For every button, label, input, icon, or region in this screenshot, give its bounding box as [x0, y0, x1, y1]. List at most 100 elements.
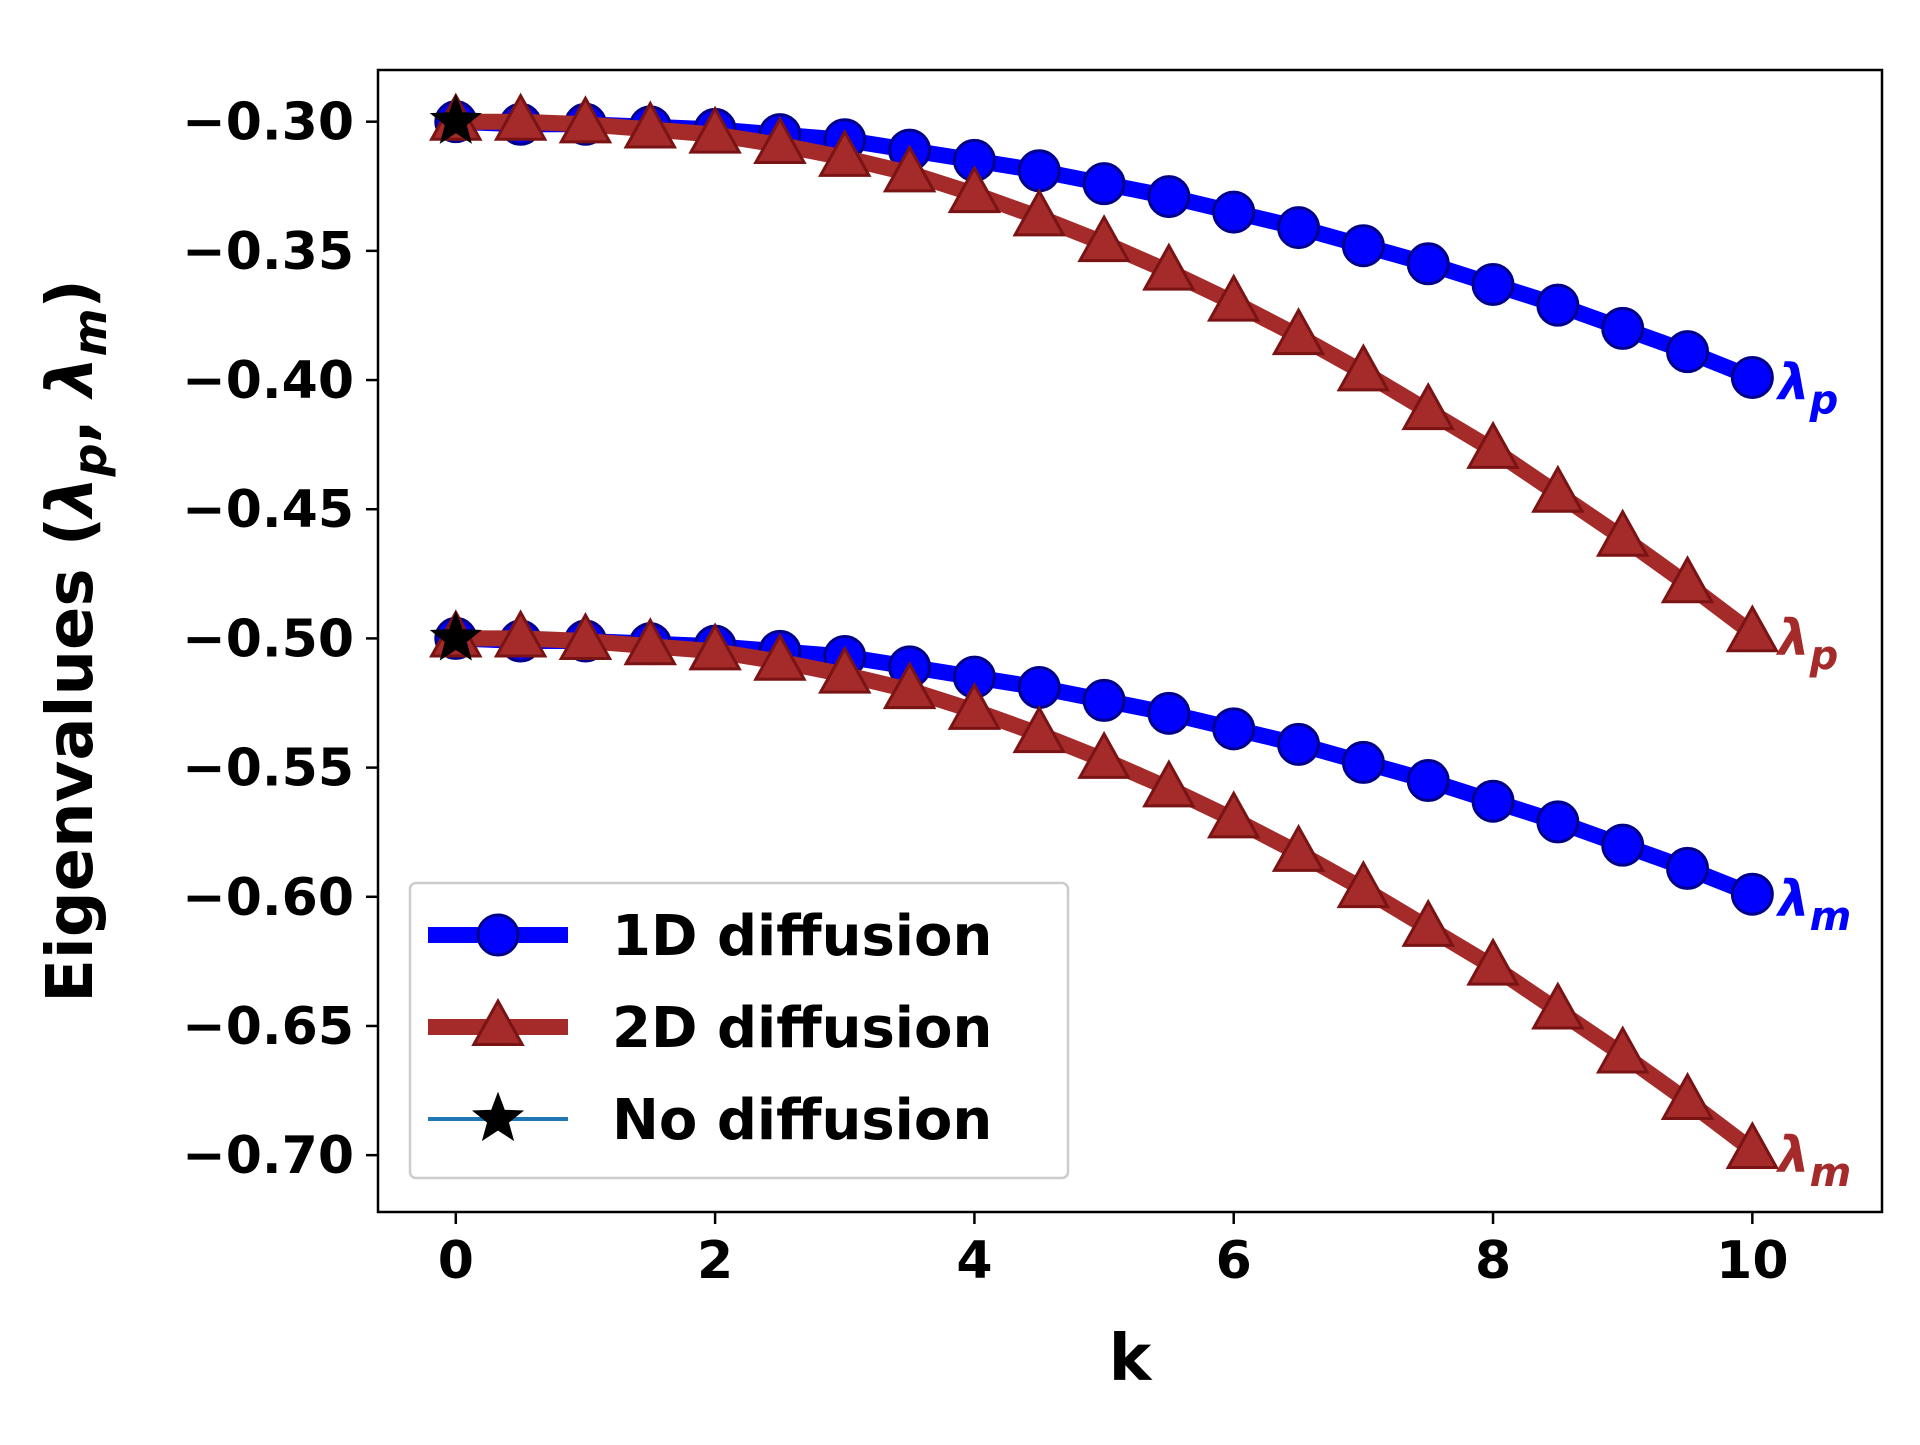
annotation-subscript: m: [1810, 1150, 1852, 1196]
legend-item: No diffusion: [428, 1088, 992, 1153]
data-point: [1012, 705, 1066, 754]
data-point: [1077, 730, 1131, 779]
y-tick-label: −0.40: [182, 351, 354, 411]
plot-frame: [376, 68, 1884, 1214]
y-axis-label: Eigenvalues (λp, λm): [34, 279, 117, 1003]
x-axis-label: k: [1109, 1322, 1153, 1396]
data-point: [1271, 823, 1326, 872]
y-tick-label: −0.65: [182, 997, 354, 1057]
legend: 1D diffusion 2D diffusion No diffusion: [408, 881, 1070, 1180]
annotation-symbol: λ: [1775, 870, 1810, 928]
data-point: [1536, 283, 1580, 327]
y-tick-label: −0.45: [182, 480, 354, 540]
data-point: [1082, 162, 1126, 206]
x-tick-label: 8: [1475, 1231, 1511, 1291]
data-point: [1531, 464, 1585, 513]
data-point: [1212, 707, 1256, 751]
data-point: [1601, 306, 1645, 350]
data-point: [558, 95, 613, 144]
legend-label: No diffusion: [612, 1088, 992, 1153]
data-point: [1142, 759, 1196, 808]
data-point: [882, 144, 937, 193]
data-point: [1595, 508, 1650, 557]
legend-label: 1D diffusion: [612, 904, 992, 969]
y-axis-label-part: Eigenvalues (: [34, 517, 108, 1003]
data-point: [818, 128, 872, 177]
y-axis-label-part: ,: [34, 397, 108, 444]
data-point: [1271, 307, 1326, 356]
series-2d-diffusion-lambda_m: [429, 609, 1780, 1170]
y-axis-label-part: λ: [34, 476, 108, 520]
data-point: [1666, 330, 1710, 374]
data-point: [1401, 382, 1455, 431]
data-point: [688, 105, 742, 154]
data-point: [1536, 800, 1580, 844]
data-point: [1660, 555, 1715, 604]
data-point: [1725, 1120, 1780, 1170]
data-point: [1471, 262, 1515, 306]
series-annotation: λp: [1775, 609, 1838, 679]
data-point: [1595, 1025, 1650, 1074]
data-point: [1406, 759, 1450, 803]
series-annotation: λm: [1775, 870, 1851, 940]
data-point: [1531, 981, 1585, 1030]
data-point: [1725, 604, 1780, 653]
legend-item: 1D diffusion: [428, 904, 992, 969]
data-point: [1012, 188, 1066, 237]
data-point: [1212, 190, 1256, 234]
annotation-subscript: m: [1810, 894, 1852, 940]
y-tick-label: −0.30: [182, 93, 354, 153]
x-tick-label: 10: [1716, 1231, 1788, 1291]
data-point: [1341, 224, 1385, 268]
series-annotation: λp: [1775, 353, 1838, 423]
y-axis-label-part: λ: [34, 356, 108, 400]
annotation-subscript: p: [1809, 633, 1839, 679]
data-point: [1660, 1071, 1715, 1120]
data-point: [947, 165, 1002, 214]
data-point: [1601, 823, 1645, 867]
data-point: [1277, 722, 1321, 766]
x-tick-label: 6: [1216, 1231, 1252, 1291]
y-tick-label: −0.60: [182, 868, 354, 928]
data-point: [1336, 860, 1391, 909]
data-point: [1147, 691, 1191, 735]
data-point: [623, 100, 678, 149]
data-point: [753, 115, 807, 164]
data-point: [1730, 872, 1774, 916]
plot-area: [429, 92, 1780, 1170]
data-point: [1336, 343, 1391, 392]
no-diffusion-marker: [429, 610, 482, 661]
data-point: [493, 92, 548, 141]
legend-marker: [476, 913, 520, 957]
data-point: [1277, 206, 1321, 250]
data-point: [947, 681, 1002, 730]
legend-item: 2D diffusion: [428, 996, 992, 1061]
y-tick-label: −0.70: [182, 1126, 354, 1186]
data-point: [1077, 214, 1131, 263]
axes: 0 2 4 6 8 10 −0.30 −0.35 −0.40 −0.45 −0.50 −0.55 −0.…: [34, 68, 1884, 1396]
y-tick-label: −0.50: [182, 609, 354, 669]
legend-box: [408, 881, 1070, 1180]
data-point: [1730, 355, 1774, 399]
data-point: [1017, 149, 1061, 193]
y-tick-label: −0.35: [182, 222, 354, 282]
data-point: [882, 661, 937, 710]
annotation-symbol: λ: [1775, 353, 1810, 411]
data-point: [818, 645, 872, 694]
data-point: [1466, 937, 1520, 986]
x-tick-label: 0: [438, 1231, 474, 1291]
data-point: [753, 632, 807, 681]
y-axis-label-part: p: [63, 443, 117, 477]
data-point: [493, 609, 548, 658]
annotation-subscript: p: [1809, 377, 1839, 423]
y-tick-label: −0.55: [182, 739, 354, 799]
data-point: [1406, 242, 1450, 286]
data-point: [1142, 242, 1196, 291]
series-annotation: λm: [1775, 1126, 1851, 1196]
annotation-symbol: λ: [1775, 609, 1810, 667]
data-point: [1666, 846, 1710, 890]
annotation-symbol: λ: [1775, 1126, 1810, 1184]
data-point: [1206, 790, 1261, 839]
